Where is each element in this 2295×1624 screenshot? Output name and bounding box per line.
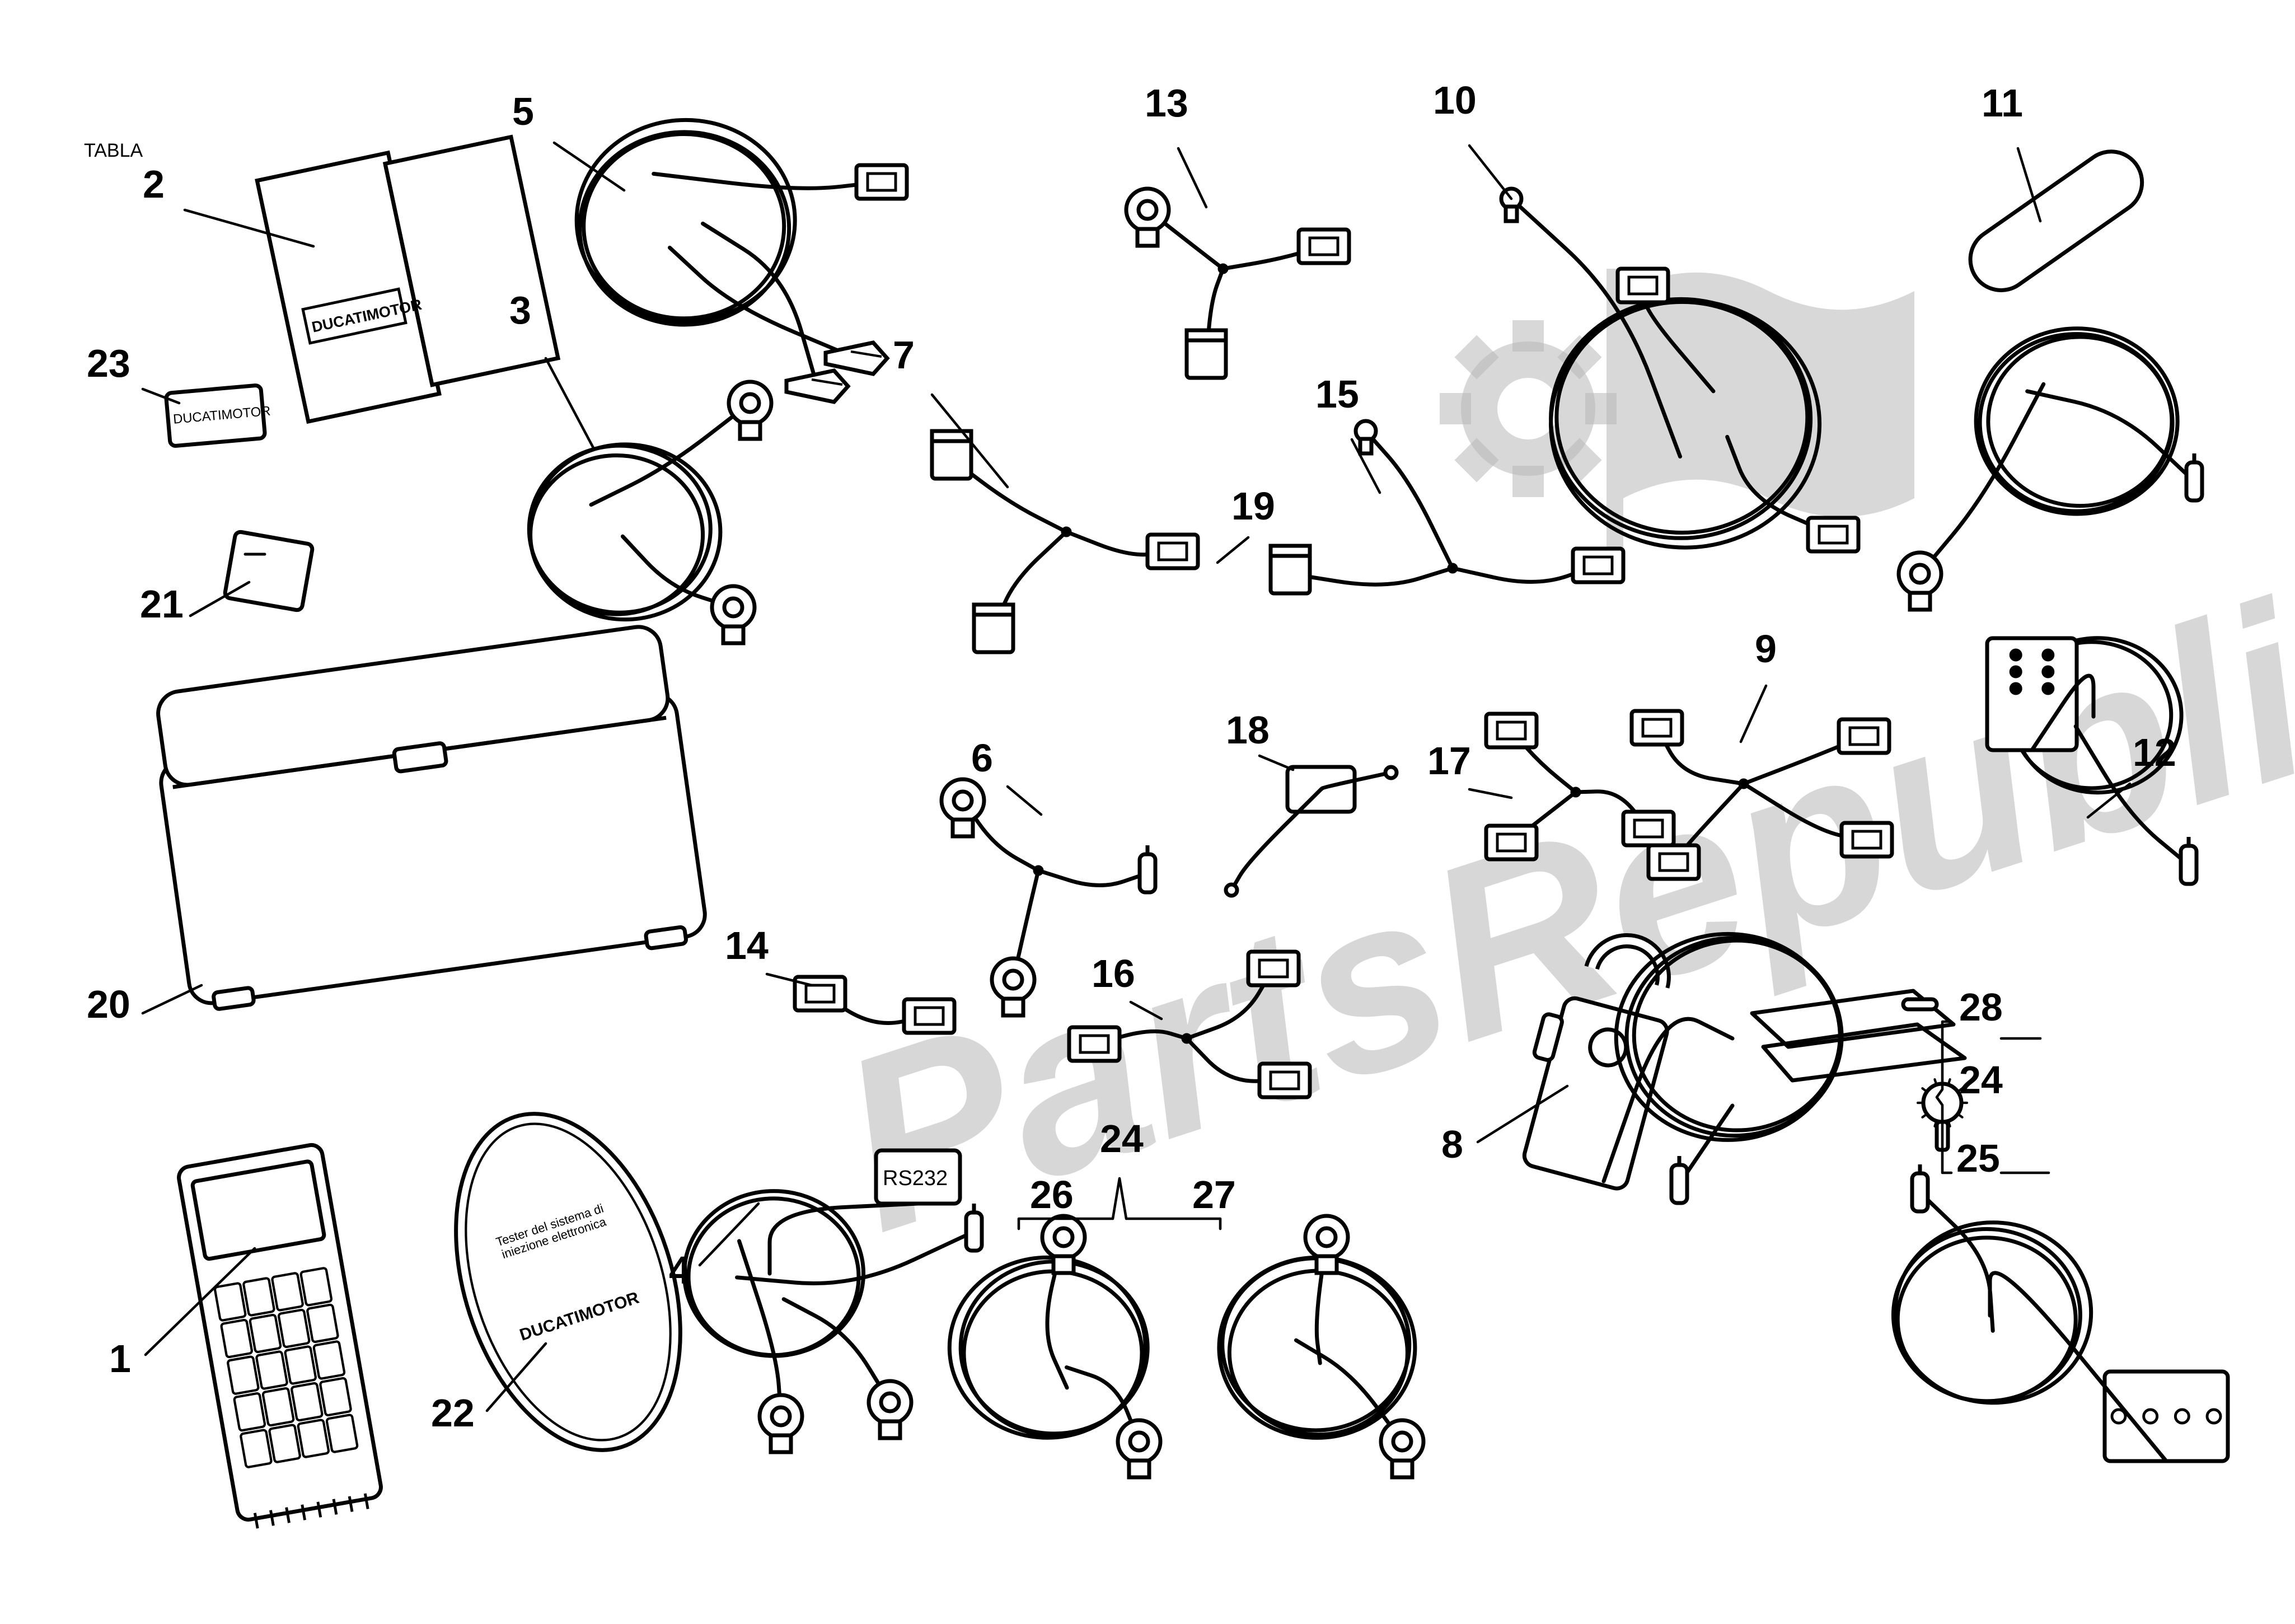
callout-18: 18 [1226, 708, 1270, 752]
callout-1: 1 [109, 1336, 131, 1381]
diagram-stage: PartsRepublik DUCATIMOTORDUCATIMOTORTest… [0, 0, 2295, 1624]
callout-16: 16 [1092, 951, 1135, 996]
callout-12: 12 [2133, 730, 2176, 775]
callout-3: 3 [509, 288, 531, 333]
callout-20: 20 [87, 982, 130, 1027]
table-label: TABLA [84, 140, 143, 162]
callout-11: 11 [1982, 81, 2023, 125]
callout-4: 4 [669, 1248, 691, 1293]
callout-27: 27 [1192, 1172, 1236, 1217]
callout-25: 25 [1956, 1136, 2000, 1181]
callout-15: 15 [1315, 372, 1359, 416]
callout-22: 22 [431, 1391, 475, 1435]
callout-26: 26 [1030, 1172, 1074, 1217]
callout-5: 5 [512, 89, 534, 134]
callout-24_right: 24 [1959, 1057, 2003, 1102]
callout-9: 9 [1755, 626, 1777, 671]
sketch-layer: DUCATIMOTORDUCATIMOTORTester del sistema… [0, 0, 2295, 1624]
svg-text:RS232: RS232 [883, 1167, 948, 1190]
callout-24_top: 24 [1100, 1116, 1144, 1161]
callout-14: 14 [725, 923, 769, 968]
callout-8: 8 [1441, 1122, 1463, 1167]
callout-13: 13 [1145, 81, 1188, 125]
callout-21: 21 [140, 582, 184, 626]
callout-2: 2 [143, 162, 165, 207]
callout-10: 10 [1433, 78, 1477, 123]
callout-23: 23 [87, 341, 130, 386]
callout-28: 28 [1959, 985, 2003, 1029]
callout-17: 17 [1427, 738, 1471, 783]
callout-6: 6 [971, 736, 993, 780]
callout-7: 7 [893, 333, 915, 377]
callout-19: 19 [1231, 484, 1275, 528]
